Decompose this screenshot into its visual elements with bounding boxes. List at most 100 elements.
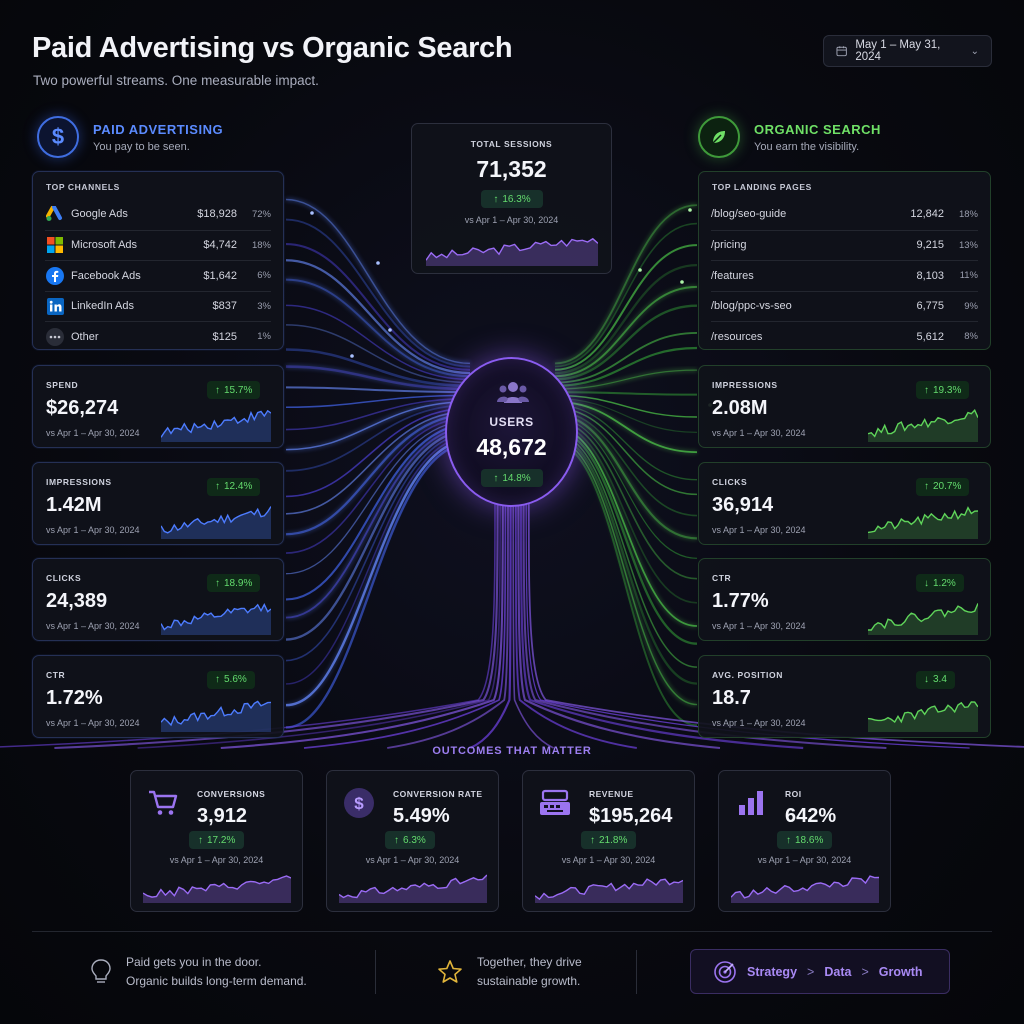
outcome-sparkline — [731, 875, 879, 903]
strategy-step: Data — [824, 964, 852, 979]
total-sessions-value: 71,352 — [476, 156, 547, 182]
list-item-percent: 1% — [257, 331, 271, 343]
metric-compare: vs Apr 1 – Apr 30, 2024 — [46, 524, 140, 535]
arrow-up-icon: ↑ — [394, 834, 399, 846]
list-item[interactable]: /pricing 9,215 13% — [711, 229, 978, 261]
outcome-value: $195,264 — [589, 805, 673, 827]
metric-label: IMPRESSIONS — [712, 380, 778, 390]
list-item[interactable]: /resources 5,612 8% — [711, 321, 978, 352]
list-item-percent: 13% — [958, 239, 978, 251]
strategy-banner[interactable]: Strategy > Data > Growth — [690, 949, 950, 994]
calendar-icon — [836, 46, 847, 57]
metric-sparkline — [868, 408, 978, 442]
metric-delta: ↑ 18.9% — [207, 574, 261, 592]
bar-chart-icon — [735, 787, 767, 819]
list-item[interactable]: Facebook Ads $1,642 6% — [45, 260, 271, 291]
footer-separator — [375, 950, 376, 994]
metric-delta: ↑ 19.3% — [916, 381, 970, 399]
footer-divider — [32, 931, 992, 932]
star-icon — [438, 960, 462, 983]
metric-label: IMPRESSIONS — [46, 476, 112, 487]
arrow-up-icon: ↑ — [493, 472, 499, 484]
outcomes-title: OUTCOMES THAT MATTER — [432, 745, 592, 757]
paid-metric-card: IMPRESSIONS 1.42M vs Apr 1 – Apr 30, 2024 ↑… — [32, 461, 284, 545]
total-sessions-card: TOTAL SESSIONS 71,352 ↑ 16.3% vs Apr 1 – … — [411, 123, 612, 274]
dollar-icon: $ — [37, 116, 79, 158]
outcome-card: ROI 642% ↑ 18.6% vs Apr 1 – Apr 30, 2024 — [718, 770, 891, 912]
list-item-value: $1,642 — [203, 269, 237, 282]
list-item[interactable]: /blog/ppc-vs-seo 6,775 9% — [711, 290, 978, 322]
metric-sparkline — [868, 603, 978, 635]
list-item[interactable]: Google Ads $18,928 72% — [45, 199, 271, 230]
list-item-value: $837 — [212, 300, 237, 313]
metric-compare: vs Apr 1 – Apr 30, 2024 — [712, 428, 806, 438]
list-item-name: /features — [711, 269, 754, 282]
list-item-name: Microsoft Ads — [71, 239, 138, 252]
top-landing-pages-card: TOP LANDING PAGES /blog/seo-guide 12,842 1… — [698, 171, 991, 350]
footer-together-note: Together, they drive sustainable growth. — [437, 953, 582, 991]
list-item[interactable]: /blog/seo-guide 12,842 18% — [711, 199, 978, 230]
paid-title: PAID ADVERTISING — [93, 121, 224, 137]
paid-metric-card: CTR 1.72% vs Apr 1 – Apr 30, 2024 ↑ 5.6% — [32, 654, 284, 738]
total-sessions-compare: vs Apr 1 – Apr 30, 2024 — [464, 215, 559, 225]
top-channels-title: TOP CHANNELS — [46, 182, 120, 192]
outcome-delta: ↑ 6.3% — [385, 831, 435, 849]
chevron-right-icon: > — [807, 964, 815, 979]
outcome-value: 642% — [785, 805, 837, 827]
metric-value: $26,274 — [46, 397, 119, 419]
metric-sparkline — [161, 699, 271, 732]
linkedin-icon — [45, 296, 65, 316]
metric-value: 24,389 — [46, 590, 108, 612]
outcome-compare: vs Apr 1 – Apr 30, 2024 — [757, 855, 852, 865]
metric-delta: ↑ 12.4% — [207, 477, 261, 496]
metric-delta: ↑ 20.7% — [916, 477, 970, 496]
footer-paid-line1: Paid gets you in the door. — [126, 955, 262, 969]
outcome-label: CONVERSION RATE — [393, 789, 483, 799]
list-item-value: $125 — [212, 330, 237, 343]
outcome-sparkline — [143, 875, 291, 903]
list-item-value: 6,775 — [916, 300, 944, 313]
list-item[interactable]: Other $125 1% — [45, 321, 271, 352]
arrow-up-icon: ↑ — [924, 481, 929, 492]
outcome-compare: vs Apr 1 – Apr 30, 2024 — [561, 855, 656, 865]
outcome-label: REVENUE — [589, 789, 634, 799]
facebook-icon — [45, 266, 65, 286]
users-delta: ↑ 14.8% — [481, 469, 543, 487]
metric-label: SPEND — [46, 380, 79, 390]
users-value: 48,672 — [476, 434, 547, 460]
metric-sparkline — [161, 409, 271, 442]
chevron-right-icon: > — [861, 964, 869, 979]
arrow-up-icon: ↑ — [786, 834, 791, 846]
metric-compare: vs Apr 1 – Apr 30, 2024 — [46, 621, 140, 631]
metric-sparkline — [868, 700, 978, 732]
list-item-percent: 3% — [257, 300, 271, 312]
cart-icon — [147, 787, 179, 819]
list-item[interactable]: /features 8,103 11% — [711, 260, 978, 291]
organic-section-header: ORGANIC SEARCH You earn the visibility. — [698, 116, 881, 158]
metric-value: 1.72% — [46, 686, 103, 709]
list-item-percent: 9% — [964, 300, 978, 312]
metric-value: 1.77% — [712, 590, 769, 612]
date-range-label: May 1 – May 31, 2024 — [855, 39, 941, 63]
paid-metric-card: SPEND $26,274 vs Apr 1 – Apr 30, 2024 ↑ 15.7… — [32, 365, 284, 448]
metric-delta: ↓ 3.4 — [916, 670, 955, 689]
list-item[interactable]: Microsoft Ads $4,742 18% — [45, 229, 271, 261]
metric-compare: vs Apr 1 – Apr 30, 2024 — [712, 621, 806, 631]
date-range-picker[interactable]: May 1 – May 31, 2024 ⌄ — [823, 35, 992, 67]
more-icon — [45, 327, 65, 347]
strategy-step: Strategy — [747, 964, 798, 979]
organic-metric-card: CLICKS 36,914 vs Apr 1 – Apr 30, 2024 ↑ 20.7… — [698, 461, 991, 545]
list-item-value: $4,742 — [203, 239, 237, 252]
paid-subtitle: You pay to be seen. — [93, 140, 190, 153]
metric-label: CLICKS — [712, 476, 748, 487]
list-item[interactable]: LinkedIn Ads $837 3% — [45, 290, 271, 322]
metric-value: 2.08M — [712, 397, 768, 419]
outcome-delta: ↑ 18.6% — [777, 831, 833, 849]
list-item-name: Facebook Ads — [71, 269, 141, 282]
metric-label: CTR — [712, 573, 732, 583]
organic-metric-card: IMPRESSIONS 2.08M vs Apr 1 – Apr 30, 2024 ↑… — [698, 365, 991, 448]
arrow-up-icon: ↑ — [215, 577, 220, 589]
users-icon — [497, 382, 529, 403]
footer-together-line2: sustainable growth. — [477, 974, 581, 988]
metric-label: CTR — [46, 669, 66, 680]
